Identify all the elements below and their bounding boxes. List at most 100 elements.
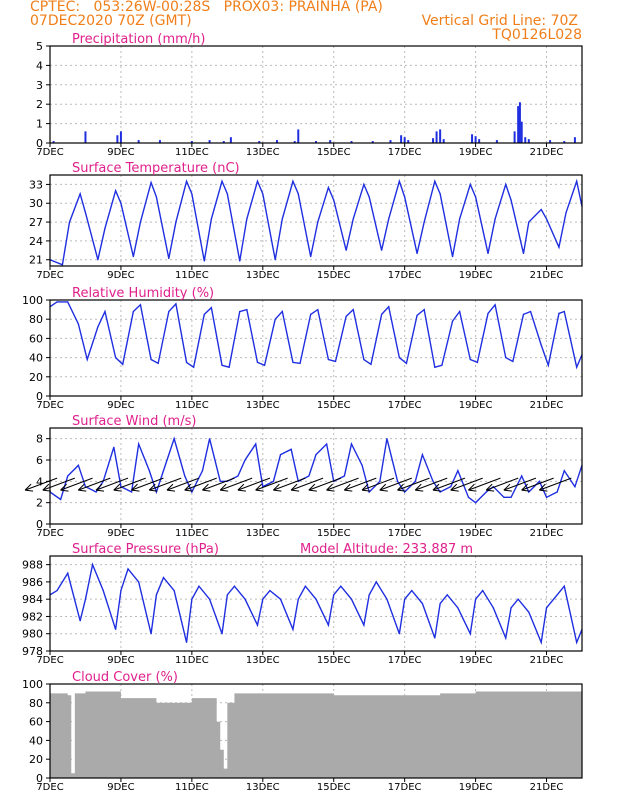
wind-arrow-head: [361, 483, 371, 492]
x-tick-label: 7DEC: [36, 655, 63, 666]
series-point: [79, 620, 81, 622]
y-tick-label: 80: [29, 697, 43, 710]
y-tick-label: 986: [22, 576, 43, 589]
series-point: [173, 438, 175, 440]
wind-arrow: [78, 477, 111, 491]
series-point: [505, 183, 507, 186]
series-point: [162, 576, 165, 579]
series-point: [191, 193, 193, 195]
x-tick-label: 9DEC: [107, 400, 134, 411]
x-tick-label: 7DEC: [36, 147, 63, 158]
series-point: [244, 459, 246, 461]
series-point: [281, 218, 283, 220]
series-point: [494, 218, 496, 220]
series-point: [485, 491, 487, 493]
wind-arrow-head: [379, 483, 388, 492]
series-point: [56, 301, 58, 303]
series-point: [246, 309, 248, 311]
precip-bar: [442, 139, 445, 143]
y-tick-label: 982: [22, 610, 43, 623]
wind-arrow-head: [503, 483, 512, 492]
series-point: [343, 475, 345, 477]
series-point: [333, 594, 335, 596]
panel-2: [46, 174, 583, 270]
wind-arrow: [290, 477, 324, 491]
series-point: [386, 438, 388, 440]
series-point: [340, 585, 342, 587]
series-point: [150, 181, 152, 184]
series-point: [404, 196, 406, 198]
x-tick-label: 21DEC: [530, 400, 564, 411]
series-point: [297, 193, 299, 195]
x-tick-label: 11DEC: [175, 270, 209, 281]
panel-frame: [49, 299, 583, 397]
wind-arrow: [503, 477, 537, 491]
x-tick-label: 19DEC: [459, 147, 493, 158]
precip-bar: [435, 131, 438, 143]
x-tick-label: 13DEC: [246, 270, 280, 281]
y-tick-label: 100: [22, 294, 43, 307]
wind-arrow-head: [184, 483, 193, 492]
wind-arrow: [521, 477, 554, 491]
y-tick-label: 978: [22, 645, 43, 658]
wind-arrow-head: [485, 483, 495, 492]
series-point: [173, 589, 175, 592]
y-tick-label: 0: [36, 390, 43, 403]
x-tick-label: 17DEC: [388, 400, 422, 411]
header-line-2: 07DEC2020 70Z (GMT): [30, 13, 192, 29]
y-tick-label: 40: [29, 352, 43, 365]
series-point: [345, 249, 347, 251]
series-point: [130, 491, 133, 493]
panel-3: [46, 299, 583, 400]
series-point: [326, 443, 328, 445]
series-point: [61, 264, 64, 266]
series-point: [228, 366, 230, 368]
series-point: [563, 585, 565, 587]
precip-bar: [517, 106, 520, 143]
precip-bar: [474, 136, 477, 143]
series-point: [91, 564, 94, 566]
x-tick-label: 21DEC: [530, 147, 564, 158]
series-point: [150, 633, 152, 635]
x-tick-label: 15DEC: [317, 147, 351, 158]
wind-arrow-head: [343, 483, 353, 492]
series-point: [184, 475, 186, 477]
series-point: [563, 470, 565, 472]
wind-arrow: [184, 477, 217, 491]
panel-frame: [49, 427, 583, 525]
series-point: [279, 454, 282, 456]
series-point: [281, 310, 283, 313]
series-point: [522, 252, 525, 255]
series-point: [381, 313, 383, 315]
series-point: [475, 598, 477, 600]
series-point: [297, 598, 299, 600]
precip-bar: [389, 140, 392, 143]
series-point: [122, 363, 124, 365]
series-point: [521, 475, 523, 477]
series-point: [132, 255, 134, 258]
precip-bar: [222, 141, 225, 143]
precip-bar: [573, 137, 576, 143]
y-tick-label: 984: [22, 593, 43, 606]
series-point: [361, 464, 363, 466]
wind-arrow-head: [450, 483, 459, 492]
series-point: [256, 361, 259, 363]
y-tick-label: 27: [29, 216, 43, 229]
series-point: [84, 212, 87, 214]
precip-bar: [158, 140, 161, 143]
series-point: [299, 362, 301, 364]
series-point: [239, 260, 241, 262]
series-point: [505, 357, 507, 359]
series-point: [404, 491, 406, 493]
series-point: [494, 304, 496, 306]
series-point: [97, 326, 99, 328]
series-point: [67, 475, 69, 477]
x-tick-label: 17DEC: [388, 528, 422, 539]
y-tick-label: 60: [29, 716, 43, 729]
series-point: [219, 480, 221, 482]
y-tick-label: 0: [36, 137, 43, 150]
panel-5: [46, 555, 583, 655]
y-tick-label: 30: [29, 197, 43, 210]
series-point: [308, 475, 310, 477]
